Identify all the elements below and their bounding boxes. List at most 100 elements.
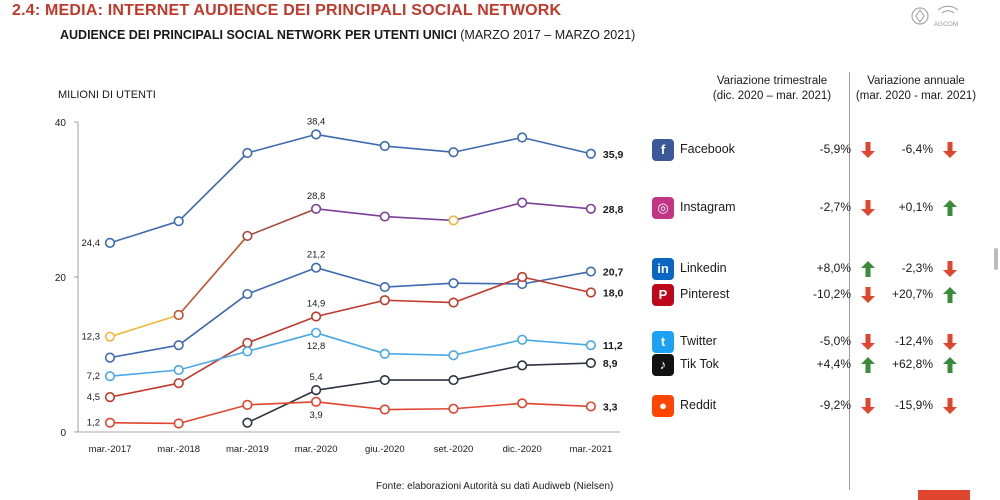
data-point [379,211,390,222]
data-label: 4,5 [87,392,100,403]
legend-row-tik-tok: ♪ Tik Tok +4,4% +62,8% [652,354,992,376]
series-line-segment [522,276,592,294]
data-point [311,385,322,396]
arrow-down-icon [942,395,958,417]
series-line-segment [384,282,454,288]
legend-row-linkedin: in Linkedin +8,0% -2,3% [652,258,992,280]
quarterly-change-value: -9,2% [819,398,851,412]
annual-title: Variazione annuale [867,75,965,87]
data-point [585,357,597,369]
data-point [448,215,459,226]
arrow-up-icon [942,354,958,376]
twitter-icon: t [652,331,674,353]
data-label: 12,8 [307,341,326,352]
linkedin-icon: in [652,258,674,280]
series-line-segment [247,133,317,154]
arrow-down-icon [942,139,958,161]
slide-title: 2.4: MEDIA: INTERNET AUDIENCE DEI PRINCI… [12,2,562,19]
y-tick-label: 20 [55,273,67,284]
x-tick-label: mar.-2021 [570,444,613,455]
series-line-segment [247,332,317,353]
series-line-segment [522,136,592,155]
series-line-segment [384,407,454,411]
data-point [517,132,528,143]
series-line-segment [384,215,454,222]
legend-row-facebook: f Facebook -5,9% -6,4% [652,139,992,161]
data-point [379,374,390,386]
series-line-segment [522,201,591,210]
scrollbar-thumb[interactable] [994,248,998,270]
series-line-segment [384,299,454,304]
data-point [517,360,528,371]
data-label: 1,2 [87,418,100,429]
data-point [585,401,597,412]
data-point [242,288,253,300]
source-note: Fonte: elaborazioni Autorità su dati Aud… [376,481,614,492]
series-line-segment [522,362,591,367]
quarterly-change-value: +4,4% [816,357,851,371]
legend-row-reddit: ● Reddit -9,2% -15,9% [652,395,992,417]
series-line-segment [247,266,317,295]
series-line-segment [109,382,179,398]
arrow-down-icon [860,395,876,417]
series-line-segment [247,208,317,237]
data-point [379,281,390,293]
legend-label: Facebook [680,142,735,156]
series-line-segment [316,400,385,411]
series-line-segment [109,344,179,359]
facebook-icon: f [652,139,674,161]
annual-change-value: +62,8% [891,357,933,371]
data-label: 21,2 [307,250,326,261]
x-tick-label: mar.-2017 [89,444,132,455]
series-line-segment [522,270,592,285]
data-point [104,352,116,363]
annual-change-value: -12,4% [894,334,933,348]
series-line-segment [453,282,523,285]
data-point [517,271,528,283]
legend-label: Linkedin [680,261,727,275]
series-line-segment [178,350,248,371]
data-label: 3,3 [603,401,618,413]
data-label: 38,4 [307,116,326,127]
subtitle-period: (MARZO 2017 – MARZO 2021) [456,28,636,42]
series-line-segment [178,235,249,316]
page-tab[interactable] [918,490,970,500]
data-point [104,392,116,403]
arrow-up-icon [942,284,958,306]
data-label: 3,9 [309,410,322,421]
data-point [311,311,322,322]
series-line-segment [315,332,386,355]
series-line-segment [453,276,523,304]
data-label: 24,4 [82,238,101,249]
quarterly-change-value: -10,2% [812,287,851,301]
logo-text: AGCOM [934,21,959,28]
data-point [585,266,597,277]
x-tick-label: dic.-2020 [503,444,542,455]
data-point [379,404,390,415]
series-line-segment [384,145,454,154]
series-line-segment [109,220,179,244]
annual-period: (mar. 2020 - mar. 2021) [855,90,977,102]
data-label: 18,0 [603,288,624,300]
data-label: 11,2 [603,340,623,352]
data-point [104,237,116,248]
data-label: 8,9 [603,358,618,370]
series-line-segment [109,421,179,425]
data-point [517,197,528,208]
series-line-segment [315,379,385,391]
data-label: 7,2 [87,371,100,382]
data-label: 20,7 [603,267,624,279]
data-point [173,340,184,351]
annual-change-value: -2,3% [901,261,933,275]
line-chart: MILIONI DI UTENTI 0 20 40 mar.-2017 mar.-2018… [55,89,624,455]
arrow-up-icon [942,197,958,219]
data-point [311,396,322,407]
data-point [311,262,322,273]
series-line-segment [453,136,523,154]
series-line-segment [247,400,317,406]
subtitle-main: AUDIENCE DEI PRINCIPALI SOCIAL NETWORK P… [60,28,457,42]
data-point [311,203,322,214]
legend-label: Instagram [680,200,736,214]
quarterly-header: Variazione trimestrale (dic. 2020 – mar.… [706,74,838,104]
series-line-segment [109,369,179,377]
